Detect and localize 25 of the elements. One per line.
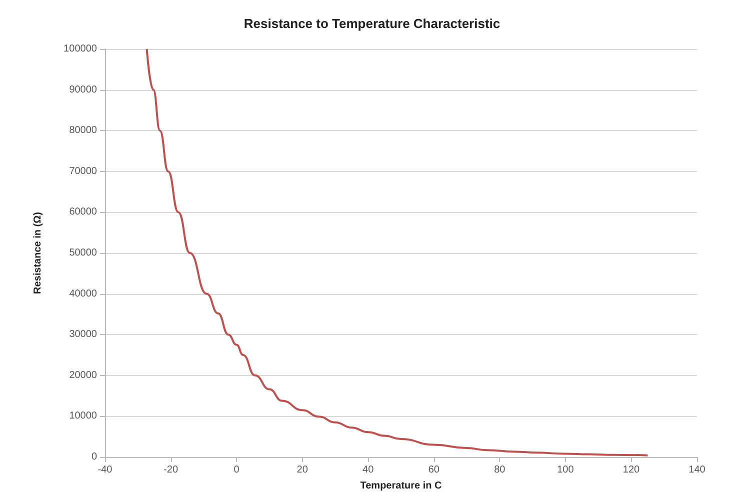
y-tick-label: 60000 — [69, 206, 98, 218]
x-axis-title: Temperature in C — [360, 480, 442, 492]
x-tick-label: 40 — [362, 464, 374, 476]
y-tick-label: 70000 — [69, 166, 98, 177]
y-tick-label: 20000 — [69, 370, 98, 381]
y-tick-label: 0 — [91, 452, 98, 462]
x-tick-label: 100 — [557, 464, 574, 476]
x-tick-label: 120 — [622, 464, 640, 476]
x-tick-label: 20 — [296, 464, 308, 476]
x-tick-label: -40 — [98, 464, 113, 476]
x-tick-label: 140 — [688, 464, 706, 476]
y-tick-label: 100000 — [64, 44, 98, 54]
y-axis-title: Resistance in (Ω) — [32, 212, 44, 294]
y-tick-label: 40000 — [69, 288, 98, 300]
y-tick-label: 80000 — [69, 125, 98, 136]
line-series — [146, 48, 649, 456]
y-tick-label: 90000 — [69, 84, 98, 96]
x-tick-label: 60 — [428, 464, 440, 476]
y-tick-label: 30000 — [69, 329, 98, 340]
x-tick-label: 0 — [234, 464, 240, 476]
y-tick-label: 10000 — [69, 410, 98, 422]
x-tick-label: -20 — [164, 464, 178, 476]
chart-title: Resistance to Temperature Characteristic — [244, 16, 500, 31]
x-tick-label: 80 — [494, 464, 506, 476]
y-tick-label: 50000 — [69, 248, 98, 258]
